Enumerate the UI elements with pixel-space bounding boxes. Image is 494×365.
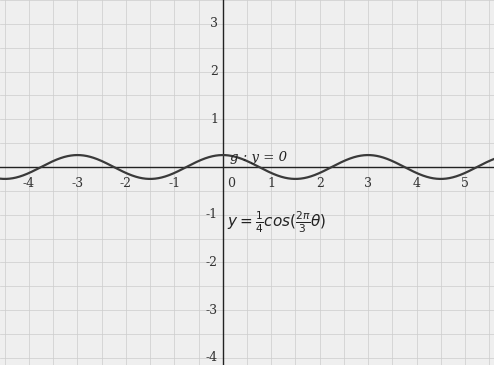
Text: 1: 1 — [267, 177, 275, 191]
Text: -2: -2 — [120, 177, 132, 191]
Text: 5: 5 — [461, 177, 469, 191]
Text: -1: -1 — [206, 208, 218, 221]
Text: 2: 2 — [316, 177, 324, 191]
Text: 2: 2 — [210, 65, 218, 78]
Text: -2: -2 — [206, 256, 218, 269]
Text: -3: -3 — [206, 304, 218, 316]
Text: 3: 3 — [364, 177, 372, 191]
Text: 1: 1 — [210, 113, 218, 126]
Text: -4: -4 — [23, 177, 35, 191]
Text: g : y = 0: g : y = 0 — [230, 151, 287, 164]
Text: 4: 4 — [412, 177, 420, 191]
Text: -1: -1 — [168, 177, 180, 191]
Text: -3: -3 — [72, 177, 83, 191]
Text: $y = \frac{1}{4} cos(\frac{2\pi}{3} \theta)$: $y = \frac{1}{4} cos(\frac{2\pi}{3} \the… — [227, 210, 326, 235]
Text: 0: 0 — [227, 177, 235, 191]
Text: 3: 3 — [210, 18, 218, 30]
Text: -4: -4 — [206, 351, 218, 364]
